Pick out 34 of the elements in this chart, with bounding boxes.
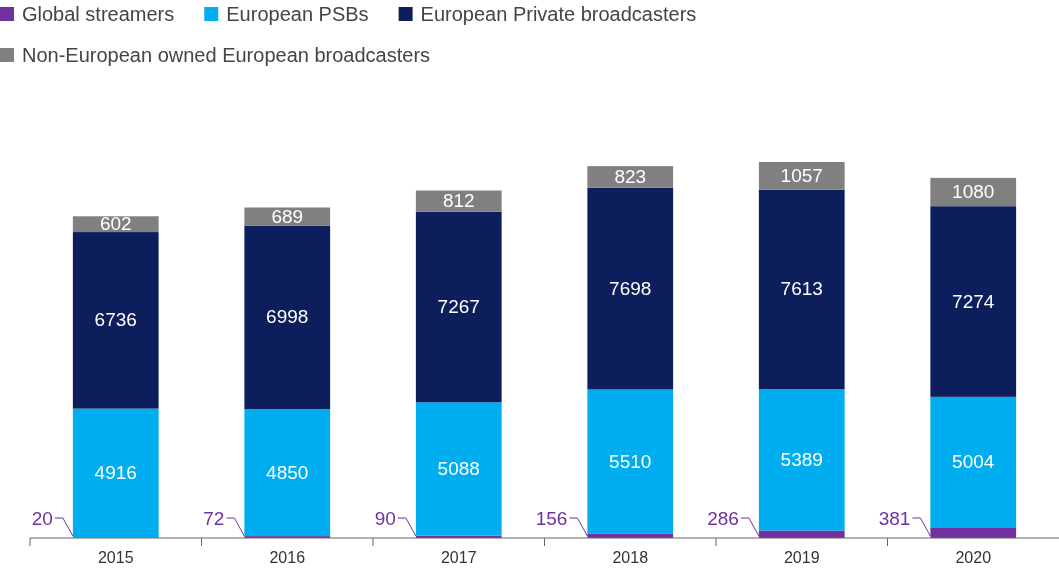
data-label: 156 (535, 508, 568, 529)
legend-label: Non-European owned European broadcasters (22, 44, 431, 66)
data-label: 6736 (94, 309, 137, 331)
data-label: 7698 (609, 277, 652, 299)
data-label: 7274 (952, 290, 995, 312)
data-label: 4916 (94, 462, 137, 484)
data-label: 5510 (609, 450, 652, 472)
x-tick-label: 2017 (440, 549, 477, 567)
x-tick-label: 2016 (269, 549, 306, 567)
data-label: 689 (271, 205, 304, 227)
data-label: 602 (99, 213, 132, 235)
x-tick-label: 2015 (97, 549, 134, 567)
data-label: 72 (203, 508, 225, 529)
x-tick-label: 2019 (783, 549, 820, 567)
data-label: 5389 (780, 448, 823, 470)
data-label: 381 (878, 508, 911, 529)
data-label: 7613 (780, 278, 823, 300)
data-label: 1080 (952, 181, 995, 203)
x-tick-label: 2018 (612, 549, 649, 567)
data-label: 20 (31, 508, 53, 529)
data-label: 6998 (266, 306, 309, 328)
legend-label: European PSBs (226, 3, 369, 25)
legend-label: Global streamers (22, 3, 175, 25)
x-tick-label: 2020 (955, 549, 992, 567)
data-label: 5004 (952, 451, 995, 473)
data-label: 4850 (266, 461, 309, 483)
data-label: 90 (374, 508, 396, 529)
legend-label: European Private broadcasters (420, 3, 697, 25)
data-label: 823 (614, 165, 647, 187)
data-label: 812 (442, 190, 475, 212)
data-label: 5088 (437, 457, 480, 479)
data-label: 1057 (780, 164, 823, 186)
data-label: 286 (707, 508, 739, 529)
data-label: 7267 (437, 296, 480, 318)
